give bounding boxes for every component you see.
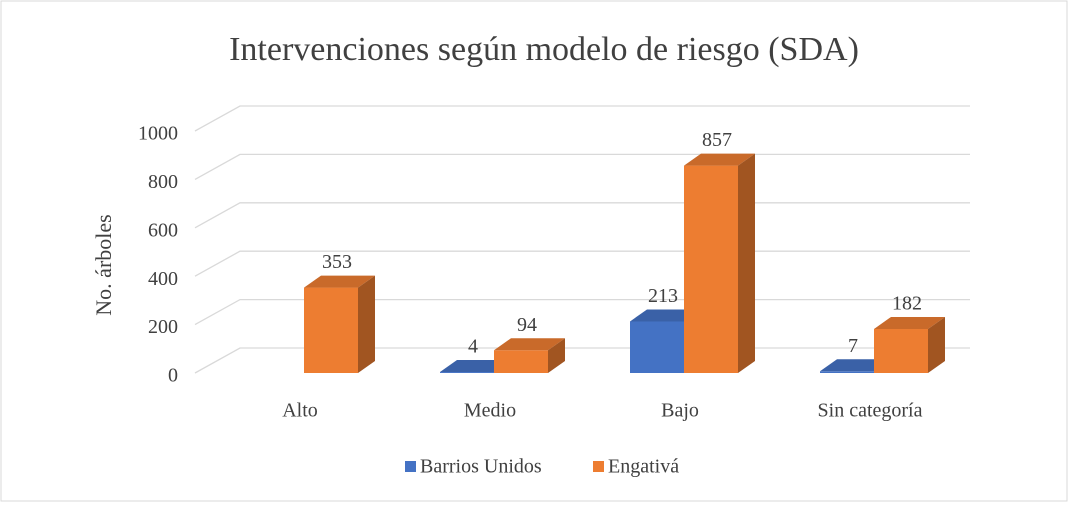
chart-title: Intervenciones según modelo de riesgo (S… [229, 31, 859, 68]
bar-side [928, 316, 945, 373]
x-tick-label: Alto [282, 400, 318, 422]
bar [304, 287, 358, 373]
data-label: 182 [892, 293, 922, 315]
data-label: 857 [702, 129, 732, 151]
bar [874, 328, 928, 373]
bar [684, 165, 738, 373]
y-axis-label: No. árboles [91, 214, 116, 315]
x-tick-label: Sin categoría [818, 400, 923, 422]
y-tick-label: 200 [148, 316, 178, 338]
data-label: 94 [517, 314, 537, 336]
legend-swatch [405, 461, 416, 472]
data-label: 7 [848, 335, 858, 357]
bar [440, 372, 494, 373]
y-tick-label: 600 [148, 219, 178, 241]
bar-top [630, 309, 701, 322]
data-label: 4 [468, 336, 478, 358]
data-label: 353 [322, 251, 352, 273]
legend-label: Barrios Unidos [420, 456, 542, 478]
y-tick-label: 0 [168, 365, 178, 387]
data-label: 213 [648, 285, 678, 307]
bar [820, 371, 874, 373]
x-tick-label: Bajo [661, 400, 699, 422]
legend-swatch [593, 461, 604, 472]
y-tick-label: 400 [148, 268, 178, 290]
bar-top [304, 275, 375, 288]
y-tick-label: 1000 [138, 123, 178, 145]
bar-side [358, 275, 375, 373]
bar-side [738, 153, 755, 373]
bar-top [684, 153, 755, 166]
y-tick-label: 800 [148, 171, 178, 193]
bar-top [820, 359, 891, 372]
bar [630, 321, 684, 373]
bar-top [874, 316, 945, 329]
bar-side [548, 338, 565, 373]
bar-top [494, 338, 565, 351]
x-tick-label: Medio [464, 400, 516, 422]
legend-label: Engativá [608, 456, 679, 478]
grid-line [194, 105, 970, 132]
bar [494, 350, 548, 373]
bar-top [440, 360, 511, 373]
